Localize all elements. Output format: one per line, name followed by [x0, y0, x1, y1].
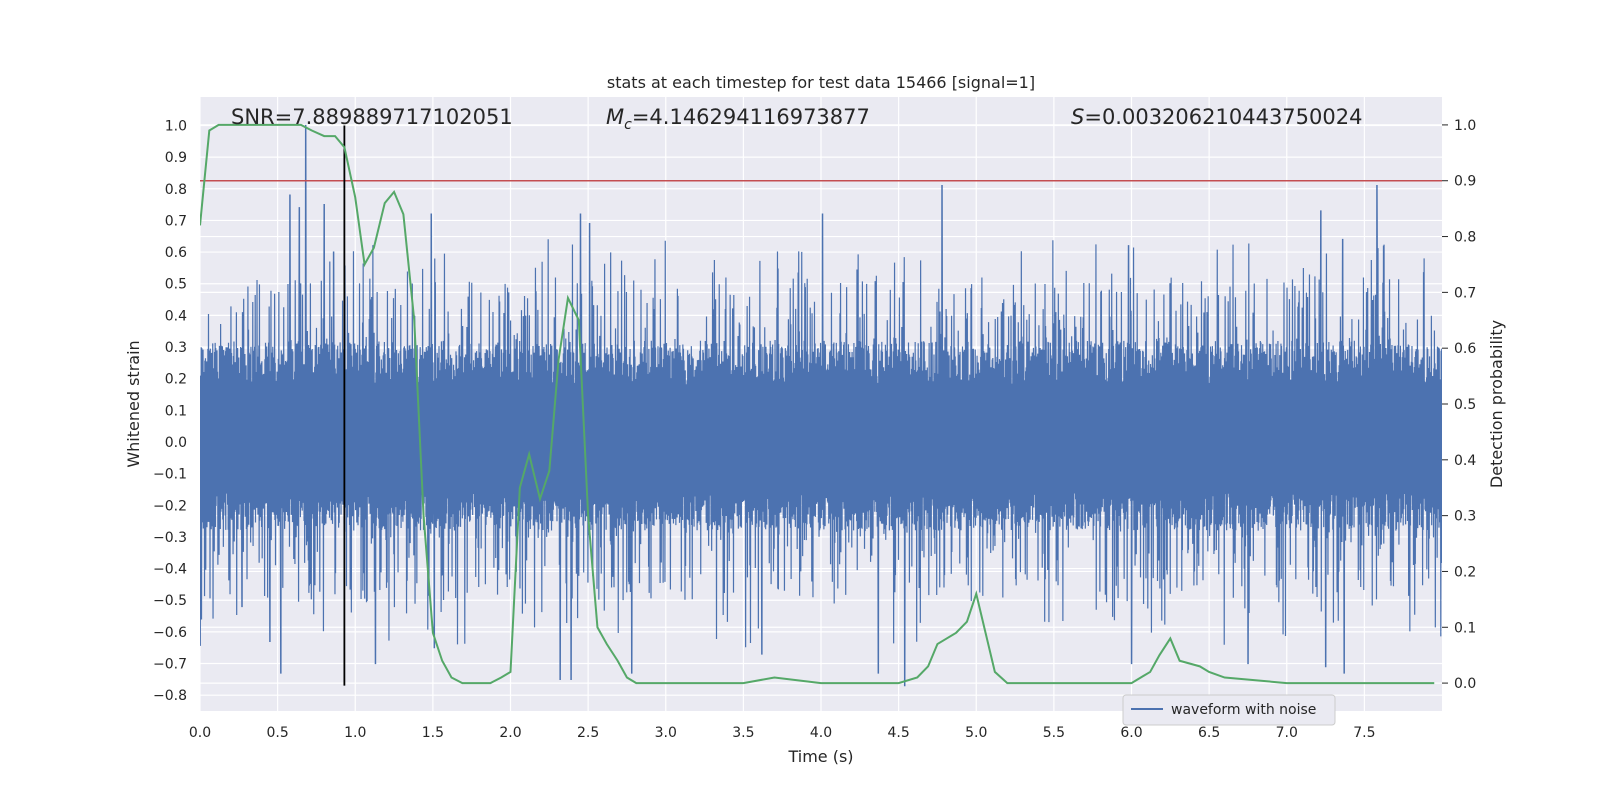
x-tick-label: 2.0: [499, 725, 521, 741]
snr-annotation: SNR=7.889889717102051: [231, 105, 513, 129]
spin-annotation: S=0.003206210443750024: [1071, 105, 1362, 129]
y-tick-label: 0.2: [165, 372, 187, 388]
x-tick-label: 4.0: [810, 725, 832, 741]
y-tick-label: 0.0: [165, 435, 187, 451]
legend-entry-waveform: waveform with noise: [1171, 702, 1316, 718]
x-tick-label: 2.5: [577, 725, 599, 741]
y2-tick-label: 0.4: [1454, 453, 1476, 469]
y-tick-label: −0.8: [153, 688, 187, 704]
y2-tick-label: 0.1: [1454, 620, 1476, 636]
x-axis-label: Time (s): [787, 747, 853, 766]
y2-tick-label: 0.6: [1454, 341, 1476, 357]
y-tick-label: −0.7: [153, 657, 187, 673]
y-tick-label: 0.8: [165, 182, 187, 198]
y2-tick-label: 0.7: [1454, 285, 1476, 301]
legend: waveform with noise: [1122, 694, 1336, 726]
x-tick-label: 3.0: [655, 725, 677, 741]
x-tick-label: 1.0: [344, 725, 366, 741]
legend-box: [1122, 694, 1336, 726]
x-tick-label: 3.5: [732, 725, 754, 741]
x-tick-label: 6.5: [1198, 725, 1220, 741]
spin-symbol: S: [1071, 105, 1084, 129]
y-tick-label: −0.1: [153, 467, 187, 483]
y2-tick-label: 0.8: [1454, 230, 1476, 246]
chirp-mass-annotation: Mc=4.146294116973877: [606, 105, 870, 133]
y2-tick-label: 0.0: [1454, 676, 1476, 692]
y-tick-label: 1.0: [165, 118, 187, 134]
y-tick-label: −0.5: [153, 593, 187, 609]
probability-series-line: [200, 123, 1435, 685]
y-tick-label: 0.6: [165, 245, 187, 261]
x-tick-label: 6.0: [1120, 725, 1142, 741]
y-tick-label: 0.9: [165, 150, 187, 166]
y2-axis-ticks: 0.0 0.1 0.2 0.3 0.4 0.5 0.6 0.7 0.8 0.9 1.0: [1442, 118, 1476, 692]
waveform-series-line: [200, 124, 1442, 687]
chirp-mass-value: =4.146294116973877: [632, 105, 870, 129]
y2-axis-label: Detection probability: [1487, 320, 1506, 488]
y-tick-label: 0.5: [165, 277, 187, 293]
y-tick-label: −0.2: [153, 498, 187, 514]
x-tick-label: 0.0: [189, 725, 211, 741]
x-tick-label: 1.5: [422, 725, 444, 741]
x-tick-label: 4.5: [887, 725, 909, 741]
y-axis-ticks: −0.8 −0.7 −0.6 −0.5 −0.4 −0.3 −0.2 −0.1 0.0 0.1 0.…: [153, 118, 187, 704]
y-tick-label: 0.7: [165, 213, 187, 229]
x-tick-label: 5.5: [1043, 725, 1065, 741]
y2-tick-label: 0.5: [1454, 397, 1476, 413]
y-tick-label: −0.4: [153, 562, 187, 578]
y2-tick-label: 0.2: [1454, 564, 1476, 580]
y2-tick-label: 0.9: [1454, 174, 1476, 190]
y-tick-label: 0.3: [165, 340, 187, 356]
x-axis-ticks: 0.0 0.5 1.0 1.5 2.0 2.5 3.0 3.5 4.0 4.5 5.0 5.5 6.0 6…: [189, 725, 1376, 741]
x-tick-label: 7.0: [1276, 725, 1298, 741]
chirp-mass-symbol: M: [606, 105, 624, 129]
y2-tick-label: 0.3: [1454, 509, 1476, 525]
y2-tick-label: 1.0: [1454, 118, 1476, 134]
y-tick-label: −0.6: [153, 625, 187, 641]
y-tick-label: −0.3: [153, 530, 187, 546]
x-tick-label: 5.0: [965, 725, 987, 741]
chart-title: stats at each timestep for test data 154…: [607, 73, 1035, 92]
x-tick-label: 0.5: [266, 725, 288, 741]
y-tick-label: 0.4: [165, 308, 187, 324]
chirp-mass-subscript: c: [624, 117, 632, 133]
plot-content: [200, 123, 1442, 687]
y-tick-label: 0.1: [165, 403, 187, 419]
x-tick-label: 7.5: [1353, 725, 1375, 741]
y-axis-label: Whitened strain: [124, 340, 143, 467]
spin-value: =0.003206210443750024: [1084, 105, 1362, 129]
